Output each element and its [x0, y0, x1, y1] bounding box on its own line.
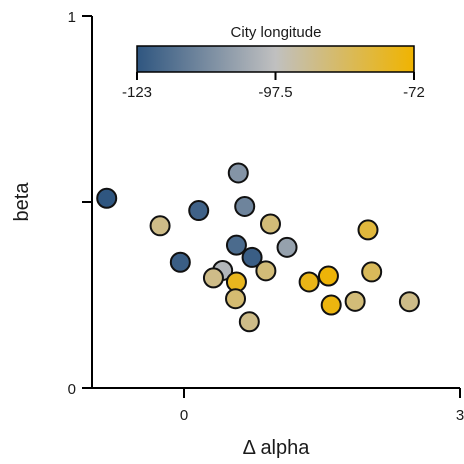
- data-point-6: [259, 213, 281, 235]
- data-point-20: [344, 290, 366, 312]
- data-point-14: [255, 260, 277, 282]
- data-point-18: [317, 265, 339, 287]
- colorbar-tick-label-1: -97.5: [258, 84, 292, 101]
- data-point-2: [149, 215, 171, 237]
- x-tick-label-3: 3: [456, 407, 464, 424]
- data-point-5: [234, 195, 256, 217]
- data-point-3: [188, 200, 210, 222]
- data-point-10: [169, 251, 191, 273]
- data-point-23: [398, 291, 420, 313]
- colorbar-gradient: [136, 45, 415, 73]
- y-axis-title: beta: [11, 182, 33, 222]
- data-point-8: [225, 234, 247, 256]
- data-point-19: [320, 294, 342, 316]
- data-point-9: [241, 246, 263, 268]
- points-layer: [96, 162, 420, 333]
- ticks-layer: 0 3 0 1: [68, 9, 464, 424]
- y-tick-label-0: 0: [68, 381, 76, 398]
- x-tick-label-0: 0: [180, 407, 188, 424]
- data-point-21: [357, 219, 379, 241]
- colorbar-tick-label-2: -72: [403, 84, 425, 101]
- data-point-22: [361, 261, 383, 283]
- colorbar-title: City longitude: [231, 24, 322, 41]
- data-point-7: [276, 236, 298, 258]
- y-tick-label-1: 1: [68, 9, 76, 26]
- data-point-12: [202, 267, 224, 289]
- colorbar: City longitude -123 -97.5 -72: [122, 24, 425, 101]
- x-axis-title: Δ alpha: [243, 437, 311, 459]
- data-point-15: [225, 288, 247, 310]
- colorbar-ticks: -123 -97.5 -72: [122, 72, 425, 101]
- data-point-16: [238, 311, 260, 333]
- colorbar-tick-label-0: -123: [122, 84, 152, 101]
- data-point-17: [298, 271, 320, 293]
- data-point-1: [96, 187, 118, 209]
- data-point-4: [227, 162, 249, 184]
